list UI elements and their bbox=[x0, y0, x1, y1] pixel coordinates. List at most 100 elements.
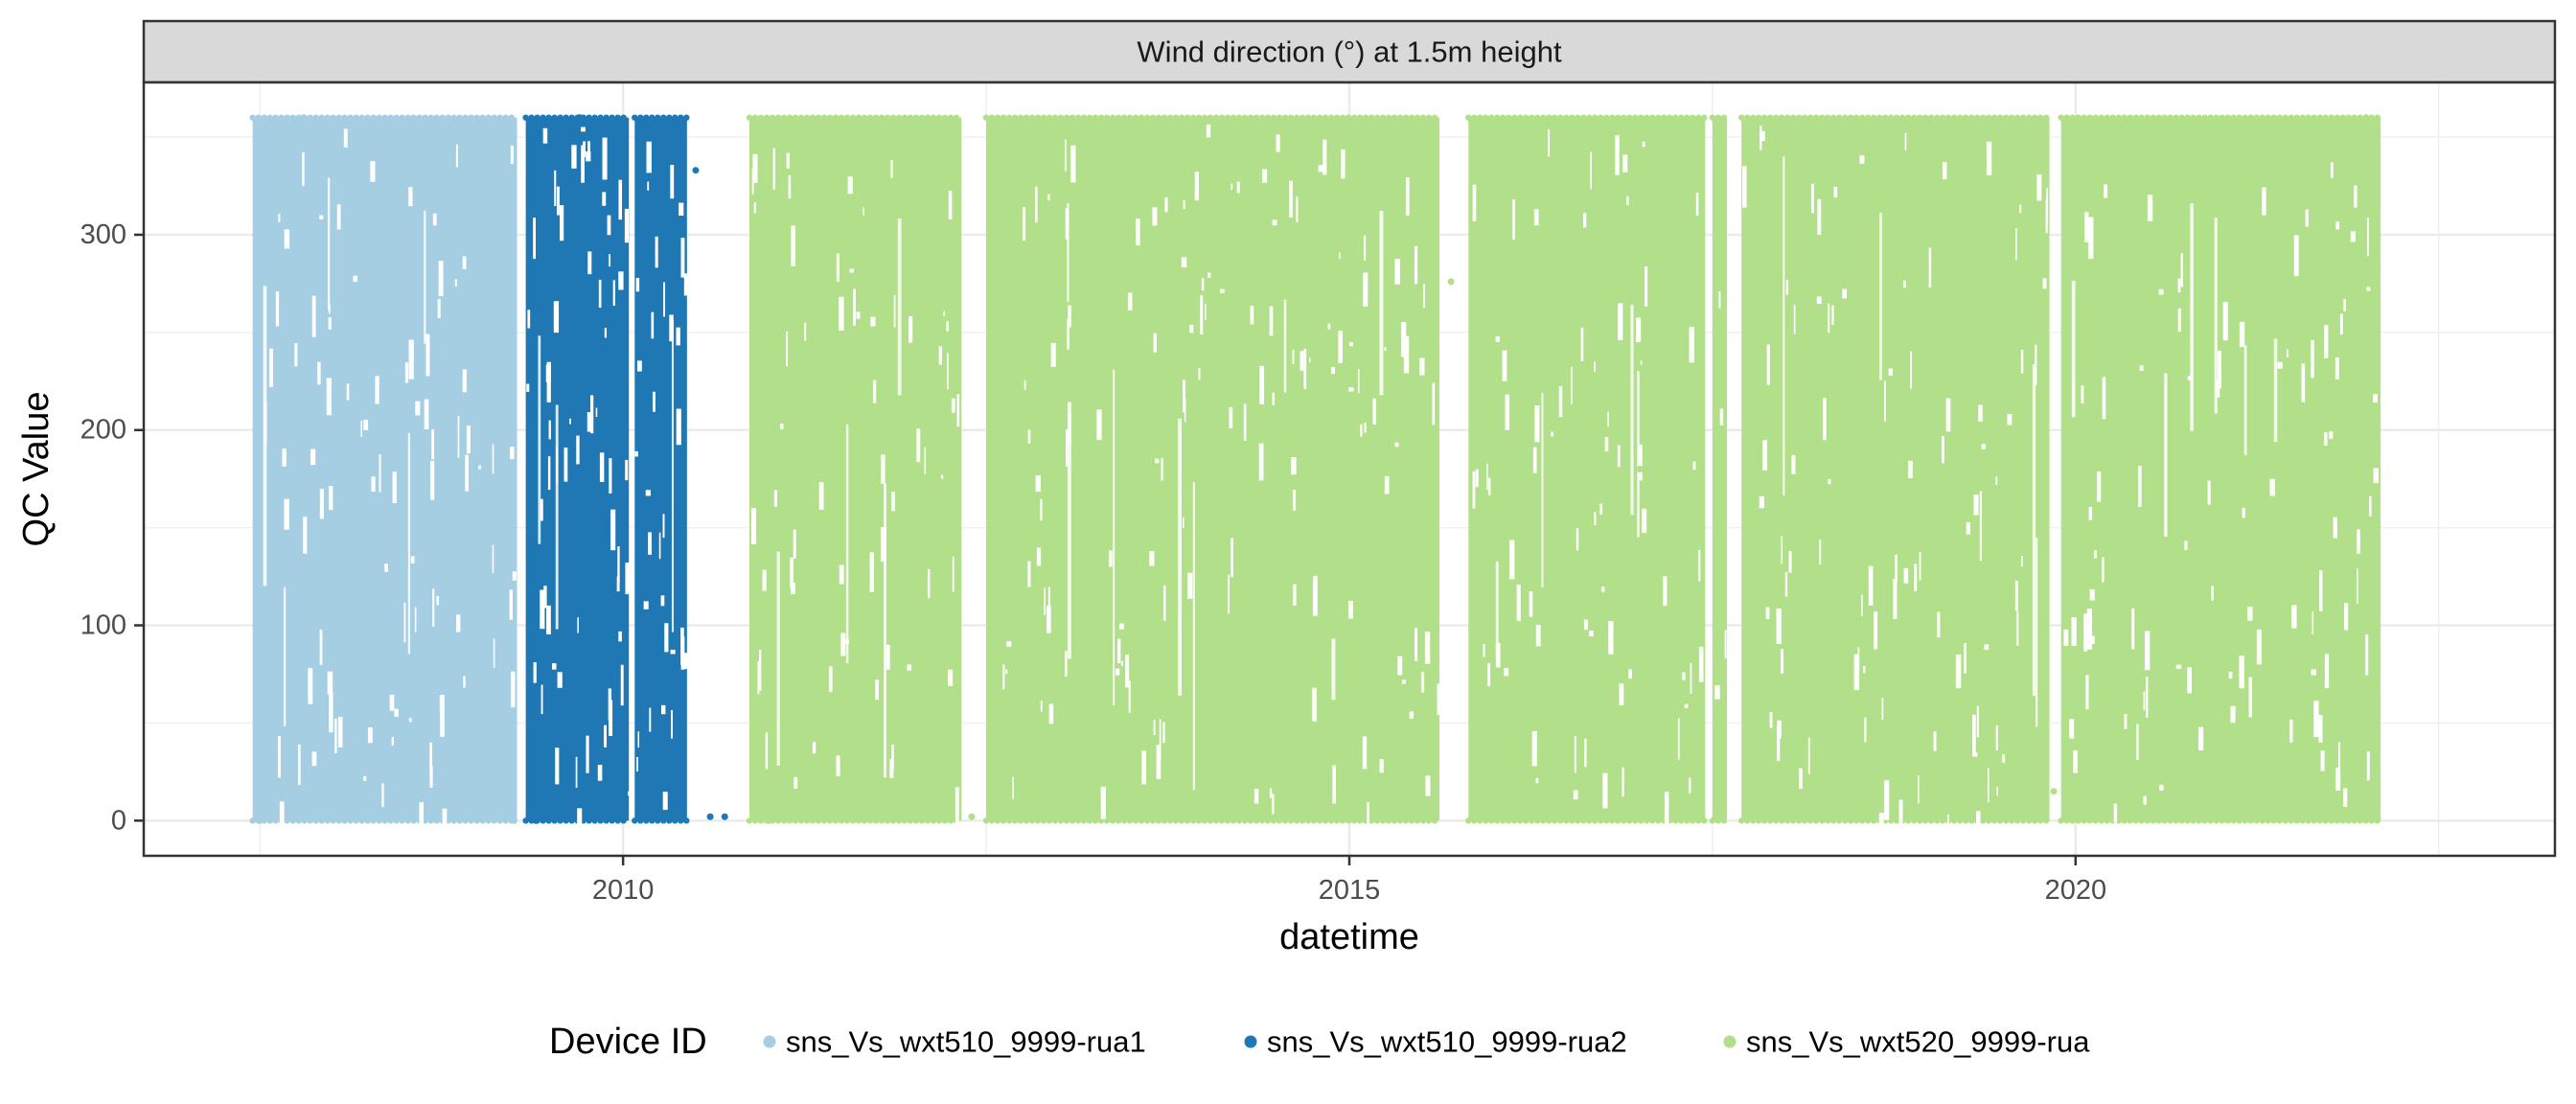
data-gap bbox=[327, 671, 334, 695]
data-point bbox=[2009, 114, 2015, 121]
data-point bbox=[2247, 114, 2254, 121]
data-gap bbox=[2350, 231, 2356, 242]
data-point bbox=[1661, 114, 1668, 121]
data-gap bbox=[371, 476, 376, 493]
data-gap bbox=[1155, 458, 1160, 464]
data-gap bbox=[1776, 609, 1782, 645]
data-point bbox=[2161, 817, 2168, 824]
data-point bbox=[1767, 817, 1774, 824]
data-gap bbox=[1762, 440, 1768, 471]
data-gap bbox=[346, 383, 350, 401]
data-gap bbox=[2020, 349, 2024, 374]
data-gap bbox=[1863, 665, 1866, 674]
data-gap bbox=[634, 450, 638, 457]
data-point bbox=[399, 114, 405, 121]
data-point bbox=[1316, 817, 1323, 824]
data-point bbox=[427, 817, 434, 824]
data-point bbox=[924, 817, 932, 824]
data-gap bbox=[2144, 631, 2150, 671]
data-gap bbox=[664, 623, 669, 653]
data-point bbox=[2270, 114, 2277, 121]
data-gap bbox=[947, 353, 949, 390]
data-point bbox=[1339, 817, 1346, 824]
data-point bbox=[1235, 817, 1243, 824]
data-gap bbox=[1639, 444, 1643, 481]
data-gap bbox=[1187, 572, 1193, 599]
data-gap bbox=[2373, 394, 2378, 403]
data-point bbox=[1888, 817, 1895, 824]
data-point bbox=[1517, 817, 1524, 824]
data-point bbox=[1299, 817, 1306, 824]
data-point bbox=[878, 114, 886, 121]
data-gap bbox=[442, 808, 448, 831]
data-point bbox=[422, 817, 428, 824]
data-point bbox=[1807, 817, 1814, 824]
data-point bbox=[2311, 817, 2317, 824]
data-point bbox=[609, 114, 615, 121]
data-point bbox=[347, 114, 354, 121]
data-point bbox=[1784, 817, 1791, 824]
data-point bbox=[1373, 114, 1381, 121]
data-gap bbox=[1219, 288, 1225, 293]
data-point bbox=[2032, 114, 2038, 121]
data-gap bbox=[2344, 603, 2349, 631]
data-point bbox=[1684, 114, 1690, 121]
data-point bbox=[648, 466, 656, 472]
data-gap bbox=[1162, 722, 1165, 744]
data-gap bbox=[845, 424, 849, 663]
data-gap bbox=[643, 601, 649, 610]
data-gap bbox=[310, 448, 316, 466]
data-gap bbox=[1979, 491, 1983, 562]
data-point bbox=[947, 114, 954, 121]
data-gap bbox=[1689, 777, 1691, 794]
data-gap bbox=[343, 128, 348, 149]
data-point bbox=[1447, 278, 1455, 286]
data-gap bbox=[1363, 235, 1367, 261]
data-point bbox=[2351, 114, 2358, 121]
data-gap bbox=[581, 145, 585, 183]
data-point bbox=[1738, 114, 1745, 121]
data-point bbox=[2242, 817, 2248, 824]
data-point bbox=[1264, 817, 1272, 824]
data-gap bbox=[2333, 517, 2337, 539]
data-point bbox=[2288, 114, 2294, 121]
data-point bbox=[1092, 817, 1099, 824]
data-gap bbox=[1153, 720, 1156, 736]
data-point bbox=[1951, 114, 1958, 121]
data-point bbox=[1253, 817, 1260, 824]
data-gap bbox=[2063, 629, 2069, 646]
data-gap bbox=[1401, 679, 1406, 684]
data-point bbox=[1894, 114, 1900, 121]
data-point bbox=[1500, 114, 1506, 121]
data-point bbox=[2299, 114, 2306, 121]
data-gap bbox=[1006, 641, 1012, 647]
data-gap bbox=[1594, 361, 1596, 372]
data-point bbox=[2104, 114, 2110, 121]
data-gap bbox=[457, 415, 460, 458]
data-point bbox=[1247, 114, 1254, 121]
y-axis-title: QC Value bbox=[16, 392, 57, 547]
data-gap bbox=[2019, 204, 2022, 214]
data-point bbox=[1115, 817, 1122, 824]
data-gap bbox=[577, 617, 579, 633]
data-gap bbox=[671, 709, 674, 739]
data-point bbox=[746, 114, 753, 121]
data-gap bbox=[509, 589, 514, 620]
data-point bbox=[809, 114, 816, 121]
data-point bbox=[843, 817, 851, 824]
data-point bbox=[1506, 114, 1512, 121]
data-gap bbox=[2239, 656, 2244, 689]
data-point bbox=[2173, 817, 2179, 824]
data-gap bbox=[419, 802, 425, 837]
data-point bbox=[358, 817, 365, 824]
data-gap bbox=[1065, 429, 1069, 467]
data-point bbox=[312, 114, 319, 121]
data-point bbox=[746, 817, 753, 824]
data-gap bbox=[456, 614, 461, 632]
data-point bbox=[849, 817, 857, 824]
data-gap bbox=[2102, 377, 2106, 420]
data-gap bbox=[1573, 790, 1578, 800]
data-point bbox=[1529, 114, 1535, 121]
data-gap bbox=[2324, 654, 2330, 689]
data-gap bbox=[840, 632, 846, 656]
